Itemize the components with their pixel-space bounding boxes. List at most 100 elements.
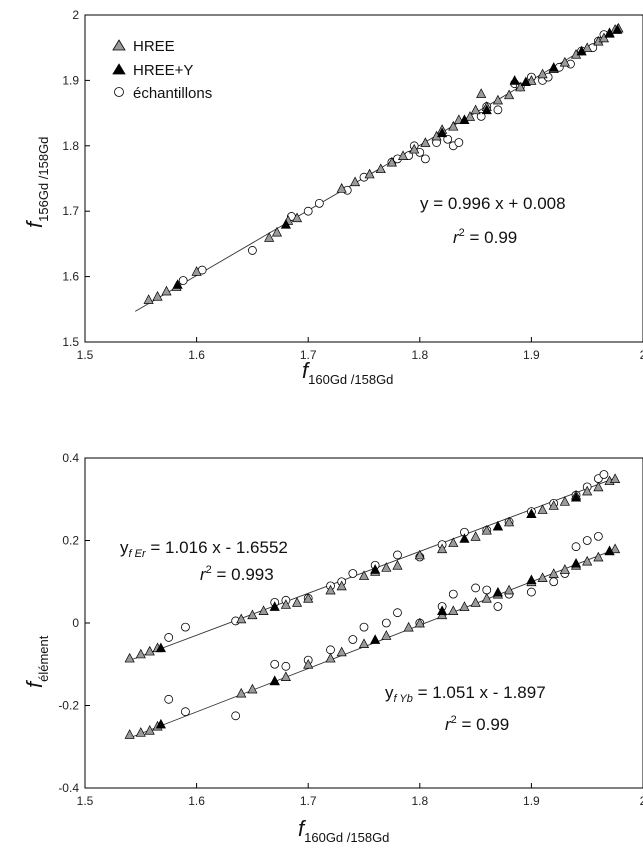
data-point-hree xyxy=(291,212,303,223)
data-point-hree xyxy=(280,671,291,681)
data-point-hree xyxy=(610,543,621,554)
data-point-hree xyxy=(264,232,275,242)
data-point-hree xyxy=(303,659,314,669)
data-point-hree-y xyxy=(612,24,623,34)
data-point-hree xyxy=(593,551,604,562)
legend-label-hree: HREE xyxy=(133,38,175,55)
data-point-hree xyxy=(247,683,258,694)
x-tick-label: 1.6 xyxy=(188,348,205,362)
data-point-hree-y xyxy=(172,279,183,289)
data-point-hree xyxy=(403,621,414,632)
y-tick-label: 1.7 xyxy=(62,204,79,218)
data-point-hree xyxy=(481,593,492,603)
bottom-fit-r2-er: r2 = 0.993 xyxy=(200,564,274,584)
data-point-hree xyxy=(559,496,570,506)
bottom-x-axis-title: f160Gd /158Gd xyxy=(298,816,389,845)
data-point-hree-y xyxy=(481,104,492,115)
data-point-hree-y xyxy=(548,62,559,72)
x-tick-label: 1.9 xyxy=(523,348,540,362)
data-point-chantillons xyxy=(593,531,603,541)
top-x-title-sub: 160Gd /158Gd xyxy=(308,372,393,387)
data-point-hree-y xyxy=(520,76,531,87)
legend-marker-hree xyxy=(112,39,126,51)
x-tick-label: 1.8 xyxy=(411,794,428,808)
data-point-hree xyxy=(470,104,481,115)
data-point-hree xyxy=(582,555,593,566)
data-point-chantillons xyxy=(393,550,402,560)
data-point-hree xyxy=(358,638,370,648)
data-point-chantillons xyxy=(164,694,174,704)
er-eq-sub: f Er xyxy=(129,548,147,560)
data-point-hree xyxy=(548,500,559,510)
y-tick-label: 1.8 xyxy=(62,139,79,153)
data-point-hree xyxy=(582,42,593,53)
data-point-hree xyxy=(364,168,375,179)
data-point-chantillons xyxy=(443,134,453,144)
bottom-x-title-base: f xyxy=(298,816,307,841)
er-r2-sup: 2 xyxy=(206,564,212,576)
er-r2-rest: = 0.993 xyxy=(212,565,274,584)
data-point-hree-y xyxy=(570,491,582,502)
data-point-chantillons xyxy=(178,276,188,285)
data-point-chantillons xyxy=(326,645,335,655)
data-point-hree xyxy=(358,570,370,580)
bottom-x-title-sub: 160Gd /158Gd xyxy=(304,830,389,845)
data-point-hree xyxy=(280,599,291,609)
data-point-hree xyxy=(397,150,409,160)
data-point-hree-y xyxy=(437,127,448,138)
data-point-hree xyxy=(349,176,361,187)
top-legend: HREE HREE+Y échantillons xyxy=(112,38,212,102)
data-point-hree xyxy=(448,537,459,547)
yb-eq-post: = 1.051 x - 1.897 xyxy=(413,683,546,702)
x-tick-label: 2 xyxy=(640,794,643,808)
top-y-title-sub: 156Gd /158Gd xyxy=(36,137,51,222)
data-point-hree xyxy=(236,613,247,624)
data-point-hree xyxy=(593,481,604,492)
data-point-hree-y xyxy=(526,508,537,519)
data-point-hree xyxy=(481,524,492,535)
yb-r2-r: r xyxy=(445,715,452,734)
top-x-title-base: f xyxy=(302,358,311,383)
bottom-fit-equation-yb: yf Yb = 1.051 x - 1.897 xyxy=(385,683,546,705)
data-point-hree-y xyxy=(459,114,470,124)
data-point-hree-y xyxy=(570,557,582,568)
data-point-hree xyxy=(537,68,548,79)
data-point-chantillons xyxy=(599,470,609,479)
data-point-hree xyxy=(503,89,515,100)
data-point-hree xyxy=(448,605,459,615)
yb-r2-sup: 2 xyxy=(451,714,457,726)
bottom-y-axis-title: félément xyxy=(22,635,51,688)
data-point-chantillons xyxy=(420,154,430,164)
data-point-hree xyxy=(325,652,336,663)
data-point-hree xyxy=(548,568,559,578)
data-point-chantillons xyxy=(454,138,464,147)
data-point-hree xyxy=(492,94,504,105)
data-point-hree-y xyxy=(509,75,520,85)
data-point-hree xyxy=(464,111,476,121)
top-chart: 1.5 1.6 1.7 1.8 1.9 2 1.5 1.6 1.7 1.8 1.9 2 HREE HR… xyxy=(22,8,643,387)
x-tick-label: 1.5 xyxy=(77,794,94,808)
data-point-hree-y xyxy=(492,520,504,531)
data-point-hree xyxy=(336,183,347,193)
y-tick-label: 0 xyxy=(72,616,79,630)
yb-eq-pre: y xyxy=(385,683,394,702)
data-point-hree xyxy=(537,572,548,582)
y-tick-label: 1.6 xyxy=(62,270,79,284)
data-point-chantillons xyxy=(348,569,358,578)
data-point-chantillons xyxy=(476,111,486,121)
data-point-hree-y xyxy=(437,605,448,615)
data-point-hree xyxy=(144,725,155,735)
data-point-hree xyxy=(559,564,570,574)
x-tick-label: 1.5 xyxy=(77,348,94,362)
x-tick-label: 1.8 xyxy=(411,348,428,362)
data-point-chantillons xyxy=(493,105,503,115)
data-point-hree xyxy=(537,504,548,514)
data-point-hree xyxy=(409,143,420,154)
data-point-hree xyxy=(381,562,392,572)
data-point-hree xyxy=(381,630,392,640)
data-point-hree-y xyxy=(459,533,470,543)
y-tick-label: -0.2 xyxy=(58,699,79,713)
data-point-chantillons xyxy=(181,707,190,717)
legend-marker-hree-y xyxy=(112,63,126,75)
